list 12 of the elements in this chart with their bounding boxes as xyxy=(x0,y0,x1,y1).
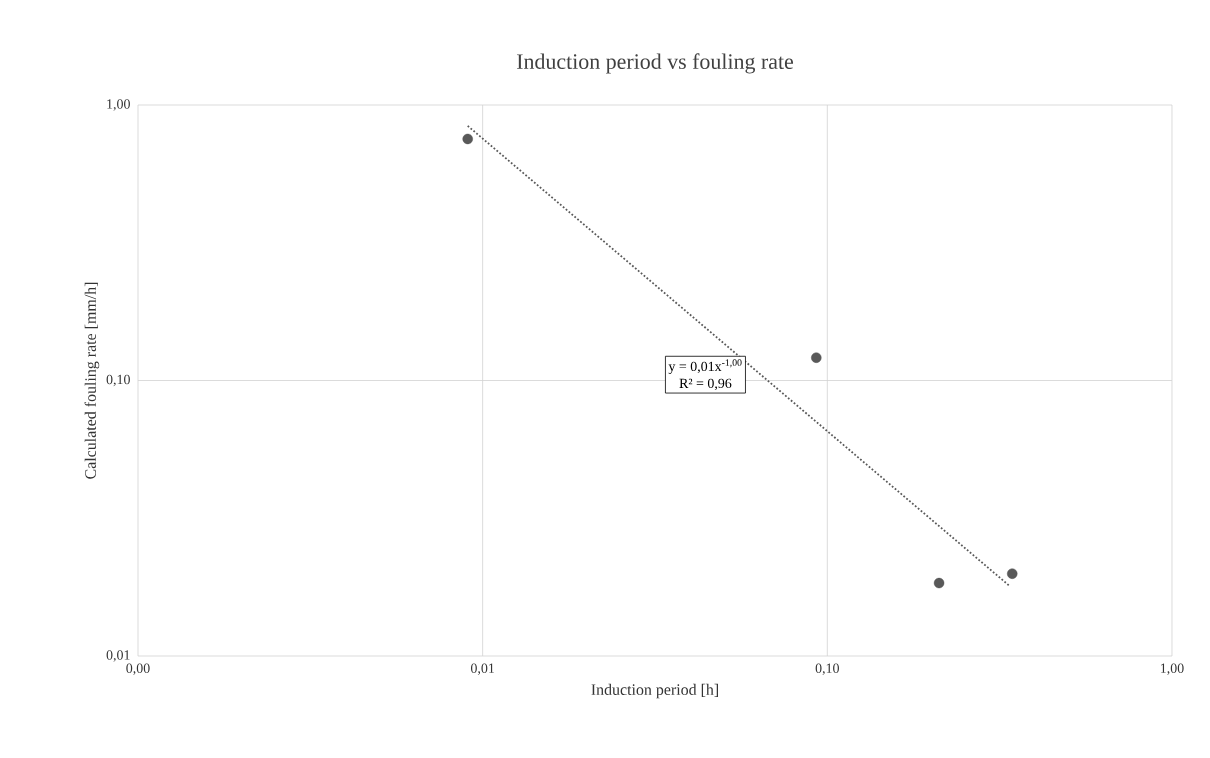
x-tick-label: 1,00 xyxy=(1160,663,1184,675)
y-axis-title: Calculated fouling rate [mm/h] xyxy=(84,282,100,479)
chart-title: Induction period vs fouling rate xyxy=(517,53,794,74)
annotation: y = 0,01x$^{-1,00}$ xyxy=(668,359,742,374)
x-tick-label: 0,10 xyxy=(815,663,839,675)
x-axis-title: Induction period [h] xyxy=(591,683,718,699)
annotation: R² = 0,96 xyxy=(679,378,732,391)
y-tick-label: 0,10 xyxy=(106,374,130,387)
x-tick-label: 0,01 xyxy=(470,663,495,675)
y-tick-label: 0,01 xyxy=(106,650,130,662)
y-tick-label: 1,00 xyxy=(107,99,130,111)
x-tick-label: 0,00 xyxy=(126,663,150,675)
